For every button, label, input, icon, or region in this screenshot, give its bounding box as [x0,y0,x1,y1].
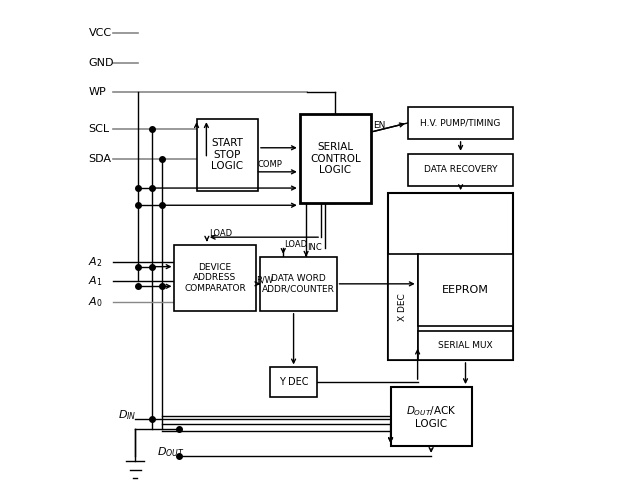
FancyBboxPatch shape [391,387,472,446]
Text: INC: INC [308,244,323,252]
Text: COMP: COMP [258,161,283,169]
FancyBboxPatch shape [408,154,514,186]
Text: SCL: SCL [89,124,110,134]
Text: EN: EN [373,121,386,129]
Text: GND: GND [89,58,114,68]
Text: SERIAL
CONTROL
LOGIC: SERIAL CONTROL LOGIC [310,142,361,175]
FancyBboxPatch shape [388,254,417,360]
Text: LOAD: LOAD [209,229,233,238]
Text: LOAD: LOAD [285,240,308,249]
Text: $A_2$: $A_2$ [89,255,103,269]
Text: $A_0$: $A_0$ [89,295,103,309]
Text: START
STOP
LOGIC: START STOP LOGIC [211,138,243,171]
Text: $D_{IN}$: $D_{IN}$ [118,408,137,422]
Text: WP: WP [89,87,106,97]
Text: DATA WORD
ADDR/COUNTER: DATA WORD ADDR/COUNTER [262,274,335,293]
Text: DATA RECOVERY: DATA RECOVERY [424,165,497,174]
FancyBboxPatch shape [388,193,514,360]
Text: EEPROM: EEPROM [442,285,489,295]
FancyBboxPatch shape [300,115,371,203]
Text: $D_{OUT}$/ACK
LOGIC: $D_{OUT}$/ACK LOGIC [406,404,456,429]
Text: R/W: R/W [256,275,273,285]
FancyBboxPatch shape [270,368,317,397]
FancyBboxPatch shape [417,254,514,326]
Text: H.V. PUMP/TIMING: H.V. PUMP/TIMING [421,119,501,127]
Text: VCC: VCC [89,28,112,39]
Text: X DEC: X DEC [398,293,407,321]
FancyBboxPatch shape [408,107,514,139]
Text: $D_{OUT}$: $D_{OUT}$ [157,445,185,459]
Text: SERIAL MUX: SERIAL MUX [438,341,493,350]
Text: $A_1$: $A_1$ [89,275,103,288]
FancyBboxPatch shape [417,331,514,360]
Text: Y DEC: Y DEC [279,377,308,387]
FancyBboxPatch shape [175,245,255,311]
Text: SDA: SDA [89,154,112,164]
FancyBboxPatch shape [260,257,336,311]
FancyBboxPatch shape [197,119,258,191]
Text: DEVICE
ADDRESS
COMPARATOR: DEVICE ADDRESS COMPARATOR [184,263,246,292]
